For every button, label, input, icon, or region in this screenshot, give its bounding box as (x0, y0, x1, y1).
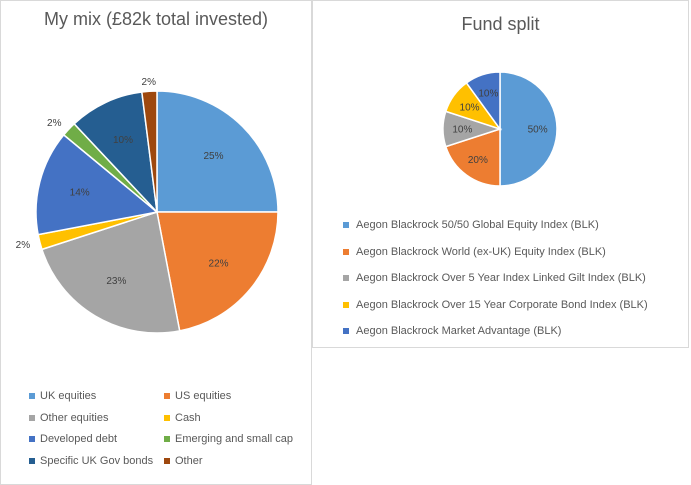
fund-split-pie: 50% 20% 10% 10% 10% (442, 71, 558, 187)
pie-slice (35, 133, 159, 236)
data-label: 25% (203, 151, 223, 162)
legend-label: Aegon Blackrock Over 5 Year Index Linked… (356, 272, 646, 284)
legend-swatch (343, 275, 349, 281)
data-label: 2% (142, 77, 157, 88)
data-label: 20% (468, 155, 488, 166)
pie-slice (465, 71, 501, 132)
legend-swatch (343, 328, 349, 334)
data-label: 22% (209, 258, 229, 269)
legend-label: Aegon Blackrock Market Advantage (BLK) (356, 325, 562, 337)
legend-label: US equities (175, 390, 232, 402)
data-label: 23% (106, 276, 126, 287)
legend-swatch (343, 301, 349, 308)
fund-split-chart-panel: Fund split 50% 20% 10% 10% 10% Aegon Blackro… (312, 0, 689, 348)
data-label: 10% (452, 125, 472, 136)
legend-item: Other equities (29, 411, 164, 425)
legend-item: UK equities (29, 389, 164, 403)
legend-label: Other equities (40, 411, 109, 424)
legend-swatch (343, 248, 349, 255)
legend-item: Aegon Blackrock World (ex-UK) Equity Ind… (343, 244, 688, 260)
pie-slice (156, 211, 279, 332)
my-mix-legend: UK equities US equities Other equities Cash… (29, 389, 309, 468)
fund-split-legend: Aegon Blackrock 50/50 Global Equity Inde… (343, 217, 688, 350)
chart-title: My mix (£82k total invested) (43, 9, 269, 29)
legend-item: Cash (164, 411, 299, 425)
legend-item: Developed debt (29, 432, 164, 446)
legend-swatch (29, 393, 35, 399)
data-label: 2% (16, 240, 31, 251)
legend-label: Aegon Blackrock Over 15 Year Corporate B… (356, 298, 648, 311)
pie-slice (73, 91, 159, 215)
legend-label: Aegon Blackrock World (ex-UK) Equity Ind… (356, 245, 606, 258)
legend-swatch (164, 457, 170, 464)
my-mix-chart-panel: My mix (£82k total invested) 25% 22% 23% 2%… (0, 0, 312, 485)
chart-title: Fund split (461, 14, 540, 34)
legend-label: Aegon Blackrock 50/50 Global Equity Inde… (356, 219, 599, 231)
legend-item: Specific UK Gov bonds (29, 454, 164, 468)
legend-swatch (29, 414, 35, 421)
legend-swatch (343, 222, 349, 228)
legend-item: Aegon Blackrock 50/50 Global Equity Inde… (343, 217, 688, 233)
legend-swatch (164, 414, 170, 421)
pie-slice (156, 90, 279, 213)
pie-slice (40, 211, 181, 334)
legend-item: US equities (164, 389, 299, 403)
my-mix-pie: 25% 22% 23% 2% 14% 2% 10% 2% (16, 77, 279, 334)
legend-swatch (29, 436, 35, 442)
legend-item: Aegon Blackrock Over 5 Year Index Linked… (343, 270, 688, 286)
legend-label: UK equities (40, 390, 97, 402)
data-label: 10% (113, 135, 133, 146)
legend-label: Emerging and small cap (175, 433, 294, 445)
data-label: 10% (460, 102, 480, 113)
legend-item: Other (164, 454, 299, 468)
data-label: 2% (47, 118, 62, 129)
legend-swatch (164, 393, 170, 399)
legend-item: Emerging and small cap (164, 432, 299, 446)
data-label: 10% (478, 89, 498, 100)
legend-swatch (29, 457, 35, 464)
data-label: 50% (528, 125, 548, 136)
legend-swatch (164, 436, 170, 442)
legend-label: Other (175, 454, 203, 467)
legend-label: Cash (175, 411, 201, 424)
data-label: 14% (70, 188, 90, 199)
pie-slice (140, 90, 158, 213)
legend-item: Aegon Blackrock Market Advantage (BLK) (343, 323, 688, 339)
pie-slice (444, 127, 501, 187)
legend-item: Aegon Blackrock Over 15 Year Corporate B… (343, 297, 688, 313)
legend-label: Specific UK Gov bonds (40, 454, 154, 467)
legend-label: Developed debt (40, 433, 118, 445)
pie-slice (499, 71, 558, 187)
